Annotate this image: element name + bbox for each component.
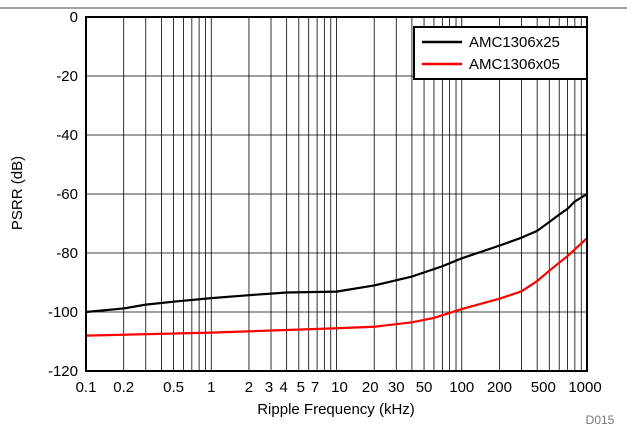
- y-tick-label: -40: [56, 127, 78, 144]
- x-tick-label: 20: [362, 379, 379, 396]
- legend-label: AMC1306x05: [469, 56, 560, 73]
- x-tick-label: 30: [388, 379, 405, 396]
- x-tick-label: 1000: [568, 379, 601, 396]
- y-tick-label: -80: [56, 245, 78, 262]
- x-tick-label: 5: [297, 379, 305, 396]
- y-tick-label: -100: [48, 304, 78, 321]
- x-tick-label: 0.2: [113, 379, 134, 396]
- x-tick-label: 500: [531, 379, 556, 396]
- x-tick-label: 1: [207, 379, 215, 396]
- series-line-amc1306x05: [85, 237, 588, 337]
- x-tick-label: 200: [487, 379, 512, 396]
- x-tick-label: 2: [245, 379, 253, 396]
- series-lines: [85, 193, 588, 337]
- figure-id: D015: [586, 413, 615, 427]
- y-tick-label: -60: [56, 186, 78, 203]
- x-tick-labels: 0.1 0.2 0.5 1 2 3 4 5 7 10 20 30 50 100 200 500 1000: [76, 379, 602, 396]
- legend-label: AMC1306x25: [469, 34, 560, 51]
- x-tick-label: 10: [331, 379, 348, 396]
- series-line-amc1306x25: [85, 193, 588, 314]
- y-tick-label: -120: [48, 363, 78, 380]
- x-tick-label: 4: [279, 379, 287, 396]
- x-tick-label: 100: [449, 379, 474, 396]
- x-tick-label: 50: [416, 379, 433, 396]
- x-tick-label: 7: [311, 379, 319, 396]
- y-tick-labels: 0 -20 -40 -60 -80 -100 -120: [48, 9, 78, 380]
- y-axis-title: PSRR (dB): [9, 156, 26, 230]
- y-tick-label: 0: [70, 9, 78, 26]
- x-tick-label: 0.5: [163, 379, 184, 396]
- legend: AMC1306x25 AMC1306x05: [413, 26, 588, 80]
- x-tick-label: 3: [265, 379, 273, 396]
- plot-frame: [85, 16, 588, 372]
- x-axis-title: Ripple Frequency (kHz): [257, 401, 415, 418]
- x-tick-label: 0.1: [76, 379, 97, 396]
- grid: [86, 17, 587, 371]
- y-tick-label: -20: [56, 68, 78, 85]
- legend-box: [413, 26, 588, 80]
